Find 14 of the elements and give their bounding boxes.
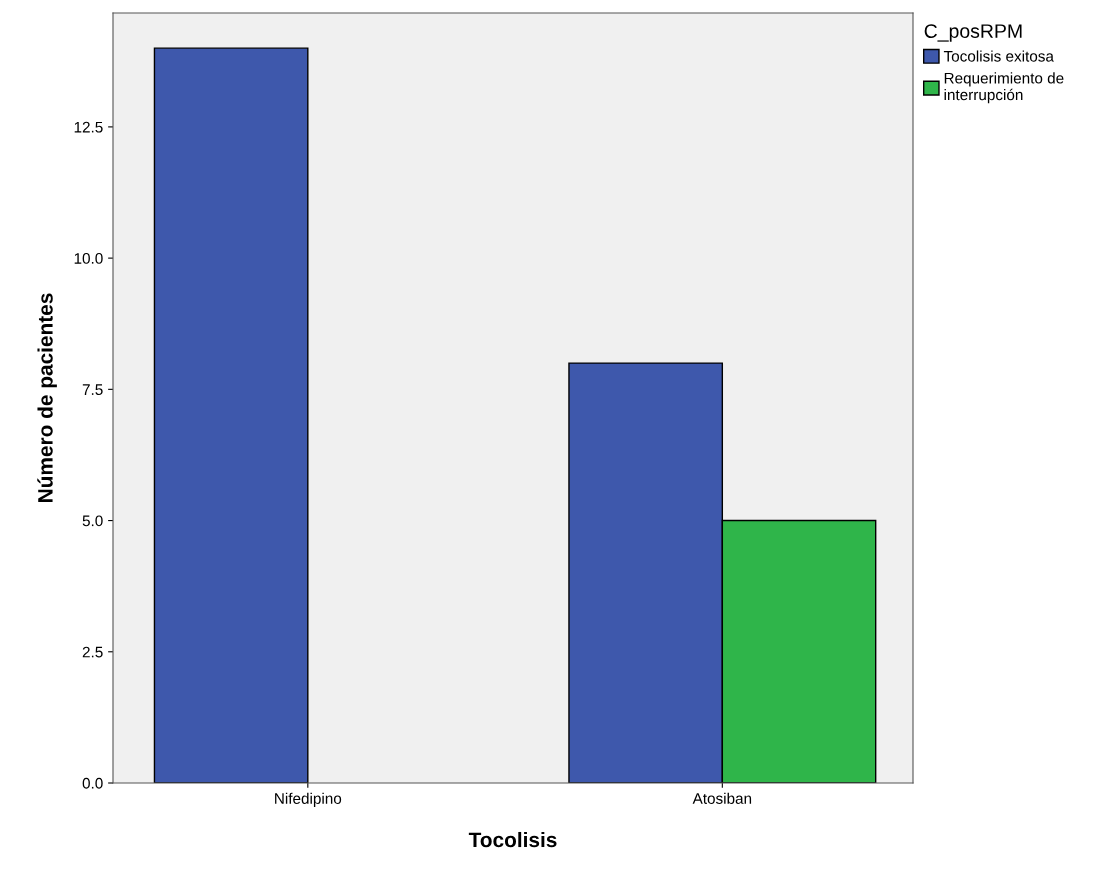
y-axis-title: Número de pacientes	[37, 293, 57, 502]
y-tick-label: 2.5	[82, 646, 103, 658]
x-tick-label: Atosiban	[692, 792, 752, 804]
x-tick-label: Nifedipino	[275, 792, 342, 807]
y-tick-label: 0.0	[82, 777, 103, 789]
legend-label: Tocolisis exitosa	[943, 50, 1054, 62]
y-tick-label: 12.5	[74, 121, 103, 133]
bar	[153, 47, 309, 783]
y-tick-label: 5.0	[82, 515, 103, 527]
y-tick-label: 7.5	[82, 384, 103, 396]
y-tick-label: 10.0	[74, 252, 103, 264]
legend-label: Requerimiento de interrupción	[944, 72, 1064, 104]
x-axis-title: Tocolisis	[468, 831, 557, 848]
legend-title: C_posRPM	[924, 24, 1022, 42]
